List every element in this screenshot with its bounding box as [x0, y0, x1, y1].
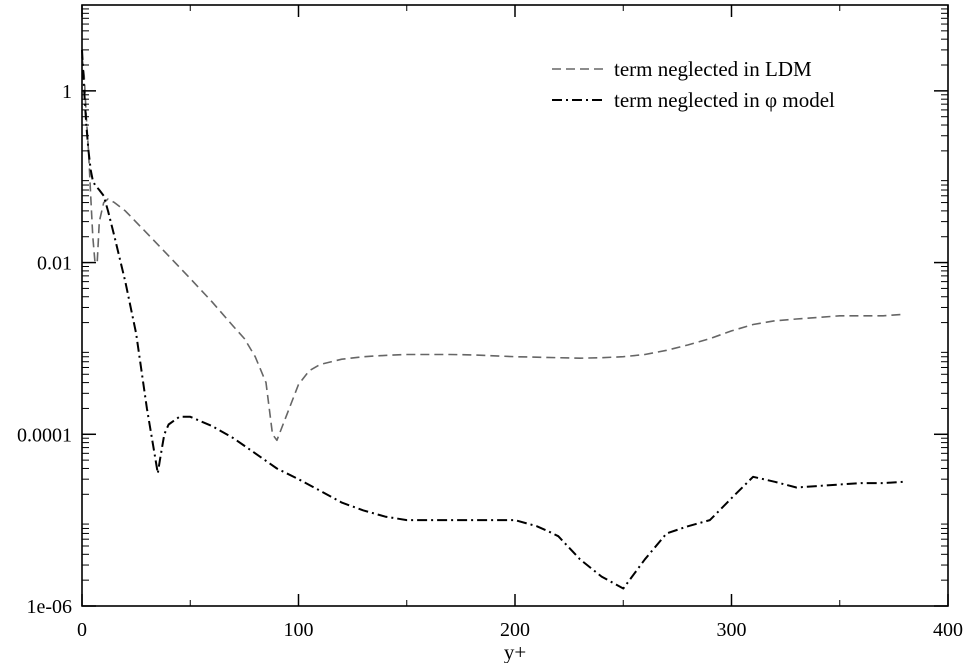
x-tick-label: 100	[284, 619, 314, 641]
y-tick-labels: 1e-06 0.0001 0.01 1	[17, 81, 72, 618]
x-tick-label: 400	[933, 619, 963, 641]
series-layer	[81, 49, 905, 590]
x-axis-title: y+	[504, 640, 526, 663]
plot-frame	[81, 4, 949, 607]
y-tick-label: 0.01	[37, 253, 72, 275]
minor-ticks	[82, 5, 948, 606]
y-tick-label: 1e-06	[26, 596, 72, 618]
x-tick-label: 300	[717, 619, 747, 641]
series-line-1	[81, 56, 905, 442]
x-tick-label: 200	[500, 619, 530, 641]
x-tick-label: 0	[77, 619, 87, 641]
legend-label-ldm: term neglected in LDM	[614, 57, 812, 81]
y-tick-label: 1	[62, 81, 72, 103]
legend-label-phi: term neglected in φ model	[614, 88, 835, 112]
x-tick-labels: 0 100 200 300 400	[77, 619, 963, 641]
series-line-2	[81, 49, 905, 590]
y-tick-label: 0.0001	[17, 424, 72, 446]
legend: term neglected in LDM term neglected in …	[552, 57, 835, 112]
